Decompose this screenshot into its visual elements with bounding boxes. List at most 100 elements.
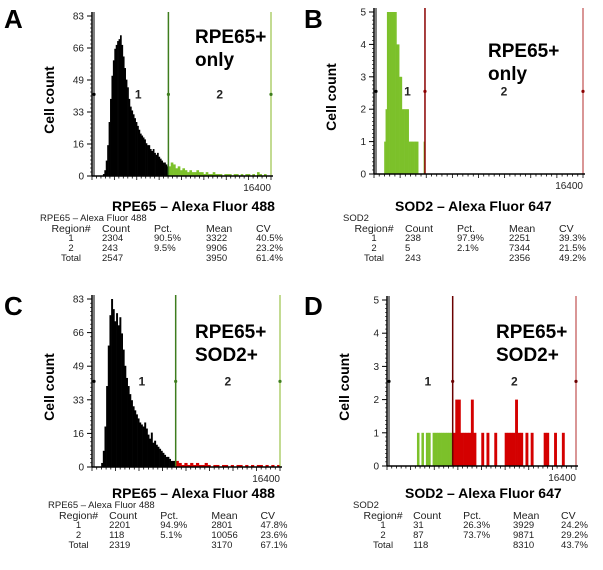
histogram-bar bbox=[145, 428, 148, 467]
histogram-bar bbox=[457, 399, 461, 466]
histogram-bar bbox=[219, 174, 223, 176]
histogram-bar bbox=[400, 76, 403, 174]
stats-name: SOD2 bbox=[353, 500, 379, 511]
y-tick-label: 0 bbox=[78, 463, 84, 474]
x-axis-title: SOD2 – Alexa Fluor 647 bbox=[395, 198, 552, 214]
gate-marker bbox=[581, 89, 585, 93]
histogram-bar bbox=[229, 174, 232, 176]
histogram-bar bbox=[393, 12, 396, 174]
histogram-bar bbox=[520, 432, 524, 466]
panel-letter: A bbox=[4, 4, 23, 34]
histogram-bar bbox=[152, 442, 155, 467]
stats-cell: 9.5% bbox=[154, 243, 176, 254]
histogram-bar bbox=[149, 438, 152, 467]
histogram-bar bbox=[145, 143, 148, 176]
stats-cell: 243 bbox=[405, 253, 421, 264]
histogram-bar bbox=[230, 464, 234, 467]
histogram-bar bbox=[189, 170, 193, 176]
histogram-bar bbox=[108, 122, 111, 176]
histogram-bar bbox=[201, 172, 204, 176]
histogram-bar bbox=[122, 56, 125, 176]
histogram-bar bbox=[407, 109, 409, 174]
stats-cell: Total bbox=[363, 253, 385, 264]
stats-cell: 118 bbox=[109, 530, 125, 541]
histogram-bar bbox=[182, 168, 186, 176]
histogram-bar bbox=[468, 432, 472, 466]
region-label: 2 bbox=[511, 374, 518, 388]
histogram-bar bbox=[434, 432, 438, 466]
histogram-bar bbox=[389, 12, 392, 174]
stats-cell: 3322 bbox=[206, 233, 228, 244]
histogram-bar bbox=[443, 432, 447, 466]
stats-cell: 2 bbox=[380, 530, 386, 541]
stats-cell bbox=[457, 254, 509, 264]
stats-cell: 2 bbox=[75, 530, 82, 541]
x-axis-title: RPE65 – Alexa Fluor 488 bbox=[112, 198, 275, 214]
histogram-bar bbox=[207, 464, 211, 467]
histogram-bar bbox=[259, 174, 262, 176]
x-axis-title: SOD2 – Alexa Fluor 647 bbox=[405, 485, 562, 501]
histogram-bar bbox=[132, 406, 135, 467]
stats-cell: 2 bbox=[371, 243, 377, 254]
y-tick-label: 49 bbox=[73, 76, 85, 87]
stats-cell: 73.7% bbox=[463, 530, 491, 541]
panel-b: B 1 2 0 1 2 3 4 5 16400 Cell count RPE65+ only SO… bbox=[300, 0, 600, 283]
stats-header-cell: CV bbox=[561, 510, 576, 522]
histogram-bar bbox=[158, 156, 161, 176]
histogram-bar bbox=[106, 386, 109, 467]
histogram-bar bbox=[224, 174, 227, 176]
y-axis-label: Cell count bbox=[323, 63, 339, 131]
x-tick-label: 16400 bbox=[548, 473, 576, 484]
histogram-bar bbox=[481, 432, 485, 466]
histogram-bar bbox=[121, 333, 123, 467]
annotation-line: only bbox=[488, 64, 528, 85]
y-tick-label: 3 bbox=[373, 362, 379, 373]
histogram-bar bbox=[155, 154, 158, 176]
stats-cell: 2251 bbox=[509, 233, 531, 244]
stats-cell: 2.1% bbox=[457, 243, 479, 254]
histogram-bar bbox=[129, 394, 132, 467]
histogram-bar bbox=[561, 432, 565, 466]
region-label: 1 bbox=[425, 374, 432, 388]
histogram-bar bbox=[154, 440, 157, 467]
histogram-bar bbox=[277, 464, 281, 467]
histogram-bar bbox=[257, 172, 260, 176]
histogram-bar bbox=[203, 174, 207, 176]
histogram-bar bbox=[191, 172, 195, 176]
histogram-bar bbox=[165, 456, 168, 467]
histogram-bar bbox=[140, 424, 143, 467]
histogram-bar bbox=[452, 432, 456, 466]
histogram-bar bbox=[494, 432, 498, 466]
stats-cell: 2 bbox=[68, 243, 74, 254]
histogram-bar bbox=[138, 129, 141, 176]
histogram-bar bbox=[118, 39, 121, 176]
y-tick-label: 0 bbox=[373, 462, 379, 473]
annotation-line: RPE65+ bbox=[496, 322, 568, 343]
histogram-bar bbox=[126, 377, 128, 467]
histogram-bar bbox=[187, 172, 190, 176]
histogram-bar bbox=[222, 464, 226, 467]
histogram-bar bbox=[385, 109, 388, 174]
histogram-bar bbox=[109, 315, 112, 467]
stats-row: Total 2319 3170 67.1% bbox=[48, 541, 300, 551]
histogram-bar bbox=[208, 174, 211, 176]
annotation-line: SOD2+ bbox=[496, 345, 559, 366]
stats-cell: Total bbox=[373, 540, 394, 551]
histogram-bar bbox=[162, 452, 165, 467]
stats-header-cell: Mean bbox=[211, 510, 238, 522]
histogram-bar bbox=[226, 174, 230, 176]
histogram-bar bbox=[412, 141, 415, 174]
histogram-bar bbox=[128, 98, 131, 176]
stats-header-cell: Region# bbox=[51, 223, 91, 235]
y-tick-label: 4 bbox=[360, 40, 366, 51]
histogram-bar bbox=[117, 41, 119, 176]
histogram-bar bbox=[236, 464, 240, 467]
histogram-bar bbox=[465, 432, 469, 466]
annotation: RPE65+ SOD2+ bbox=[496, 321, 568, 367]
histogram-bar bbox=[102, 450, 105, 467]
histogram-bar bbox=[404, 109, 407, 174]
y-tick-label: 83 bbox=[73, 12, 85, 23]
stats-grid: Region# Count Pct. Mean CV 1 31 26.3% 3929 24.2% 2… bbox=[353, 511, 600, 551]
histogram-bar bbox=[504, 432, 508, 466]
stats-cell: 3929 bbox=[513, 520, 535, 531]
